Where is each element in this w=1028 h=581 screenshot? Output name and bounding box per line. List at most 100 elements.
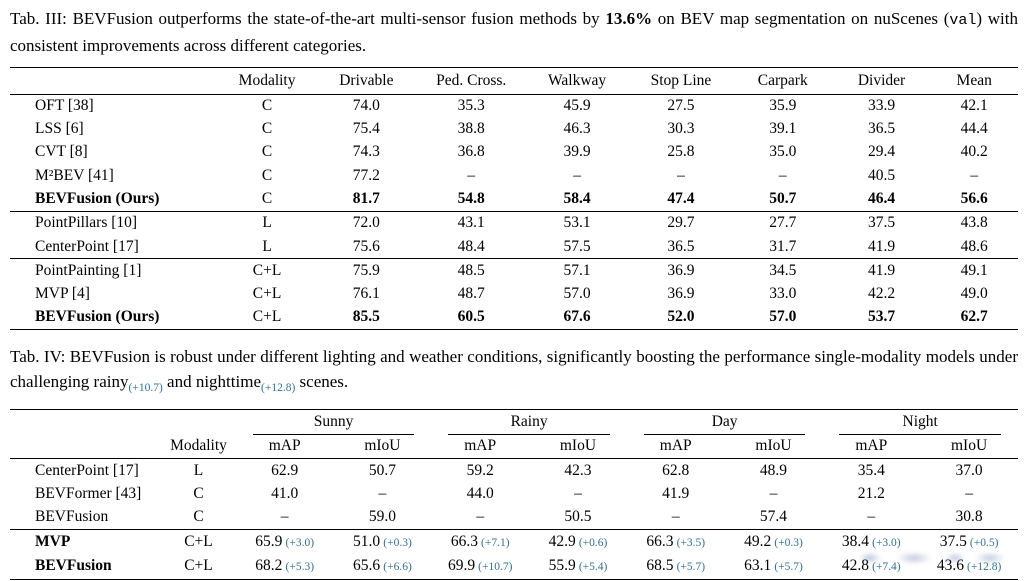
value-cell: 75.6 (352, 237, 380, 255)
metric-value: 59.2 (466, 461, 494, 479)
method-cell: CenterPoint [17] (35, 237, 139, 255)
metric-value: 37.5 (939, 532, 967, 550)
metric-value: 42.9 (548, 532, 576, 550)
value-cell: 48.7 (457, 285, 485, 303)
caption-text: 13.6% (605, 9, 653, 28)
value-cell: 39.1 (769, 120, 797, 138)
modality-cell: L (161, 458, 236, 483)
column-header: Carpark (732, 67, 833, 95)
column-header: mAP (626, 434, 725, 460)
method-cell: CVT [8] (35, 143, 88, 161)
metric-value: 41.0 (271, 484, 299, 502)
value-cell: 35.4 (822, 458, 921, 483)
value-cell: 34.5 (732, 258, 833, 283)
metric-value: 50.5 (564, 508, 592, 526)
value-cell: 48.4 (457, 237, 485, 255)
modality-cell: C (261, 143, 273, 161)
column-header: mAP (822, 434, 921, 460)
value-cell: 50.7 (333, 458, 432, 483)
value-cell: 42.1 (930, 93, 1018, 118)
value-cell: 37.5 (832, 210, 931, 236)
modality-cell: C (218, 93, 316, 118)
table-row: CVT [8] C 74.3 36.8 39.9 25.8 35.0 29.4 40.2 (10, 141, 1018, 164)
value-cell: – (677, 166, 685, 184)
table-row: BEVFusion (Ours) C 81.7 54.8 58.4 47.4 50.7 46.… (10, 188, 1018, 212)
value-cell: 36.8 (457, 143, 485, 161)
value-cell: 44.0 (431, 483, 529, 506)
delta-annotation: (+12.8) (261, 381, 296, 394)
group-header: Rainy (431, 410, 627, 435)
value-cell: 65.6 (+6.6) (334, 554, 432, 579)
value-cell: 62.9 (235, 458, 334, 483)
group-header-label: Day (643, 412, 806, 435)
value-cell: 49.1 (930, 258, 1018, 283)
group-header-label: Rainy (448, 412, 610, 435)
method-cell: PointPillars [10] (10, 210, 219, 236)
value-cell: 77.2 (352, 166, 380, 184)
value-cell: 42.2 (867, 285, 896, 303)
modality-cell: C (193, 508, 204, 526)
delta-value: (+5.7) (774, 560, 803, 573)
value-cell: – (236, 506, 334, 530)
value-cell: 42.9 (+0.6) (529, 529, 627, 555)
metric-value: 44.0 (466, 484, 494, 502)
column-header: Walkway (525, 67, 630, 95)
modality-cell: C+L (184, 557, 213, 575)
metric-value: 62.8 (662, 461, 690, 479)
metric-value: 57.4 (759, 508, 788, 526)
delta-annotation: (+10.7) (128, 381, 163, 394)
column-header: Ped. Cross. (417, 67, 526, 95)
value-cell: 47.4 (667, 190, 695, 208)
value-cell: – (778, 166, 787, 184)
group-header: Night (822, 410, 1018, 435)
metric-value: 35.4 (857, 461, 885, 479)
metric-value: – (280, 508, 289, 526)
method-cell: BEVFusion (Ours) (35, 308, 160, 326)
value-cell: 66.3 (+3.5) (626, 529, 725, 555)
value-cell: 30.8 (920, 506, 1018, 530)
value-cell: 36.9 (629, 258, 733, 283)
delta-value: (+12.8) (967, 560, 1002, 573)
value-cell: 65.9 (+3.0) (235, 529, 334, 555)
value-cell: 59.0 (334, 506, 432, 530)
table-row: LSS [6] C 75.4 38.8 46.3 30.3 39.1 36.5 44.4 (10, 118, 1018, 141)
metric-value: 65.9 (255, 532, 283, 550)
value-cell: 43.8 (930, 210, 1018, 236)
modality-cell: C (261, 120, 273, 138)
table-row: MVP C+L 65.9 (+3.0) 51.0 (+0.3) 66.3 (+7.1) 4… (10, 529, 1018, 555)
column-header: Mean (930, 67, 1018, 95)
method-cell: LSS [6] (35, 120, 84, 138)
delta-value: (+5.7) (676, 560, 706, 573)
metric-value: 55.9 (548, 556, 576, 574)
caption-text: and nighttime (162, 371, 261, 391)
value-cell: 29.4 (867, 143, 896, 161)
metric-value: – (476, 508, 485, 526)
table-row: MVP [4] C+L 76.1 48.7 57.0 36.9 33.0 42.2 49.0 (10, 283, 1018, 306)
group-header-label: Sunny (252, 412, 415, 435)
value-cell: 43.1 (417, 210, 526, 236)
value-cell: 57.4 (725, 506, 823, 530)
column-header: mIoU (724, 434, 823, 460)
column-header: Drivable (315, 67, 418, 95)
value-cell: 60.5 (457, 308, 485, 326)
column-header: Modality (218, 67, 316, 95)
value-cell: 41.9 (832, 258, 931, 283)
value-cell: 33.0 (769, 285, 797, 303)
value-cell: 76.1 (352, 285, 380, 303)
value-cell: 35.0 (769, 143, 797, 161)
metric-value: 42.8 (841, 556, 869, 574)
table4-caption: Tab. IV: BEVFusion is robust under diffe… (10, 345, 1018, 400)
caption-text: Tab. IV: BEVFusion is robust under diffe… (10, 347, 1018, 391)
table-row: PointPainting [1] C+L 75.9 48.5 57.1 36.9 34.5… (10, 258, 1018, 283)
value-cell: 68.2 (+5.3) (236, 554, 334, 579)
method-cell: M²BEV [41] (35, 166, 114, 184)
value-cell: 40.5 (867, 166, 896, 184)
value-cell: 53.7 (867, 308, 896, 326)
value-cell: 55.9 (+5.4) (529, 554, 627, 579)
value-cell: 49.2 (+0.3) (724, 529, 823, 555)
method-cell: MVP (10, 529, 162, 555)
value-cell: – (822, 506, 920, 530)
delta-value: (+6.6) (383, 560, 412, 573)
value-cell: 59.2 (431, 458, 530, 483)
value-cell: 41.0 (236, 483, 334, 506)
